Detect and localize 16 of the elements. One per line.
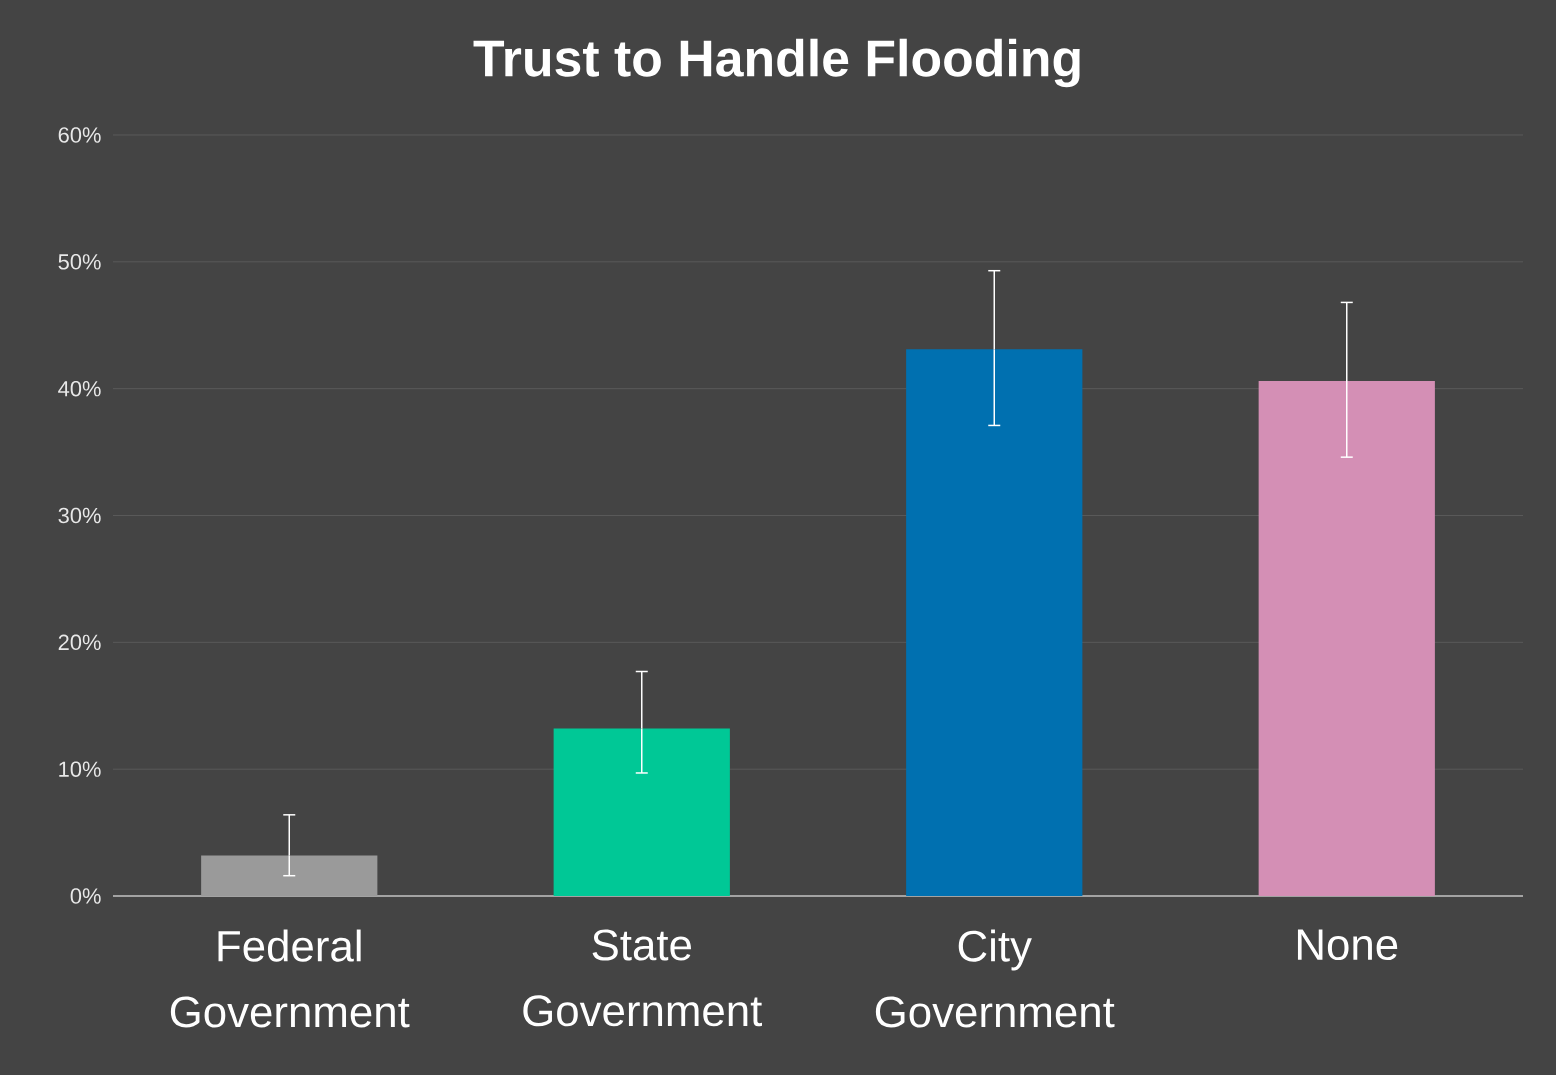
x-tick-label: State Government <box>523 929 763 1027</box>
bar <box>906 349 1083 896</box>
bar <box>201 855 378 896</box>
bar <box>553 728 730 896</box>
y-tick-label: 30% <box>58 507 101 524</box>
x-tick-label: Federal Government <box>170 929 410 1028</box>
y-tick-label: 50% <box>58 254 101 270</box>
y-tick-label: 20% <box>58 634 101 651</box>
x-tick-label: City Government <box>875 929 1115 1028</box>
y-tick-label: 60% <box>58 127 101 143</box>
chart-title: Trust to Handle Flooding <box>473 38 1080 88</box>
y-tick-label: 0% <box>70 888 101 904</box>
y-tick-label: 10% <box>59 761 101 777</box>
y-tick-label: 40% <box>58 380 101 397</box>
bar <box>1258 381 1435 896</box>
x-tick-label: None <box>1297 929 1398 961</box>
